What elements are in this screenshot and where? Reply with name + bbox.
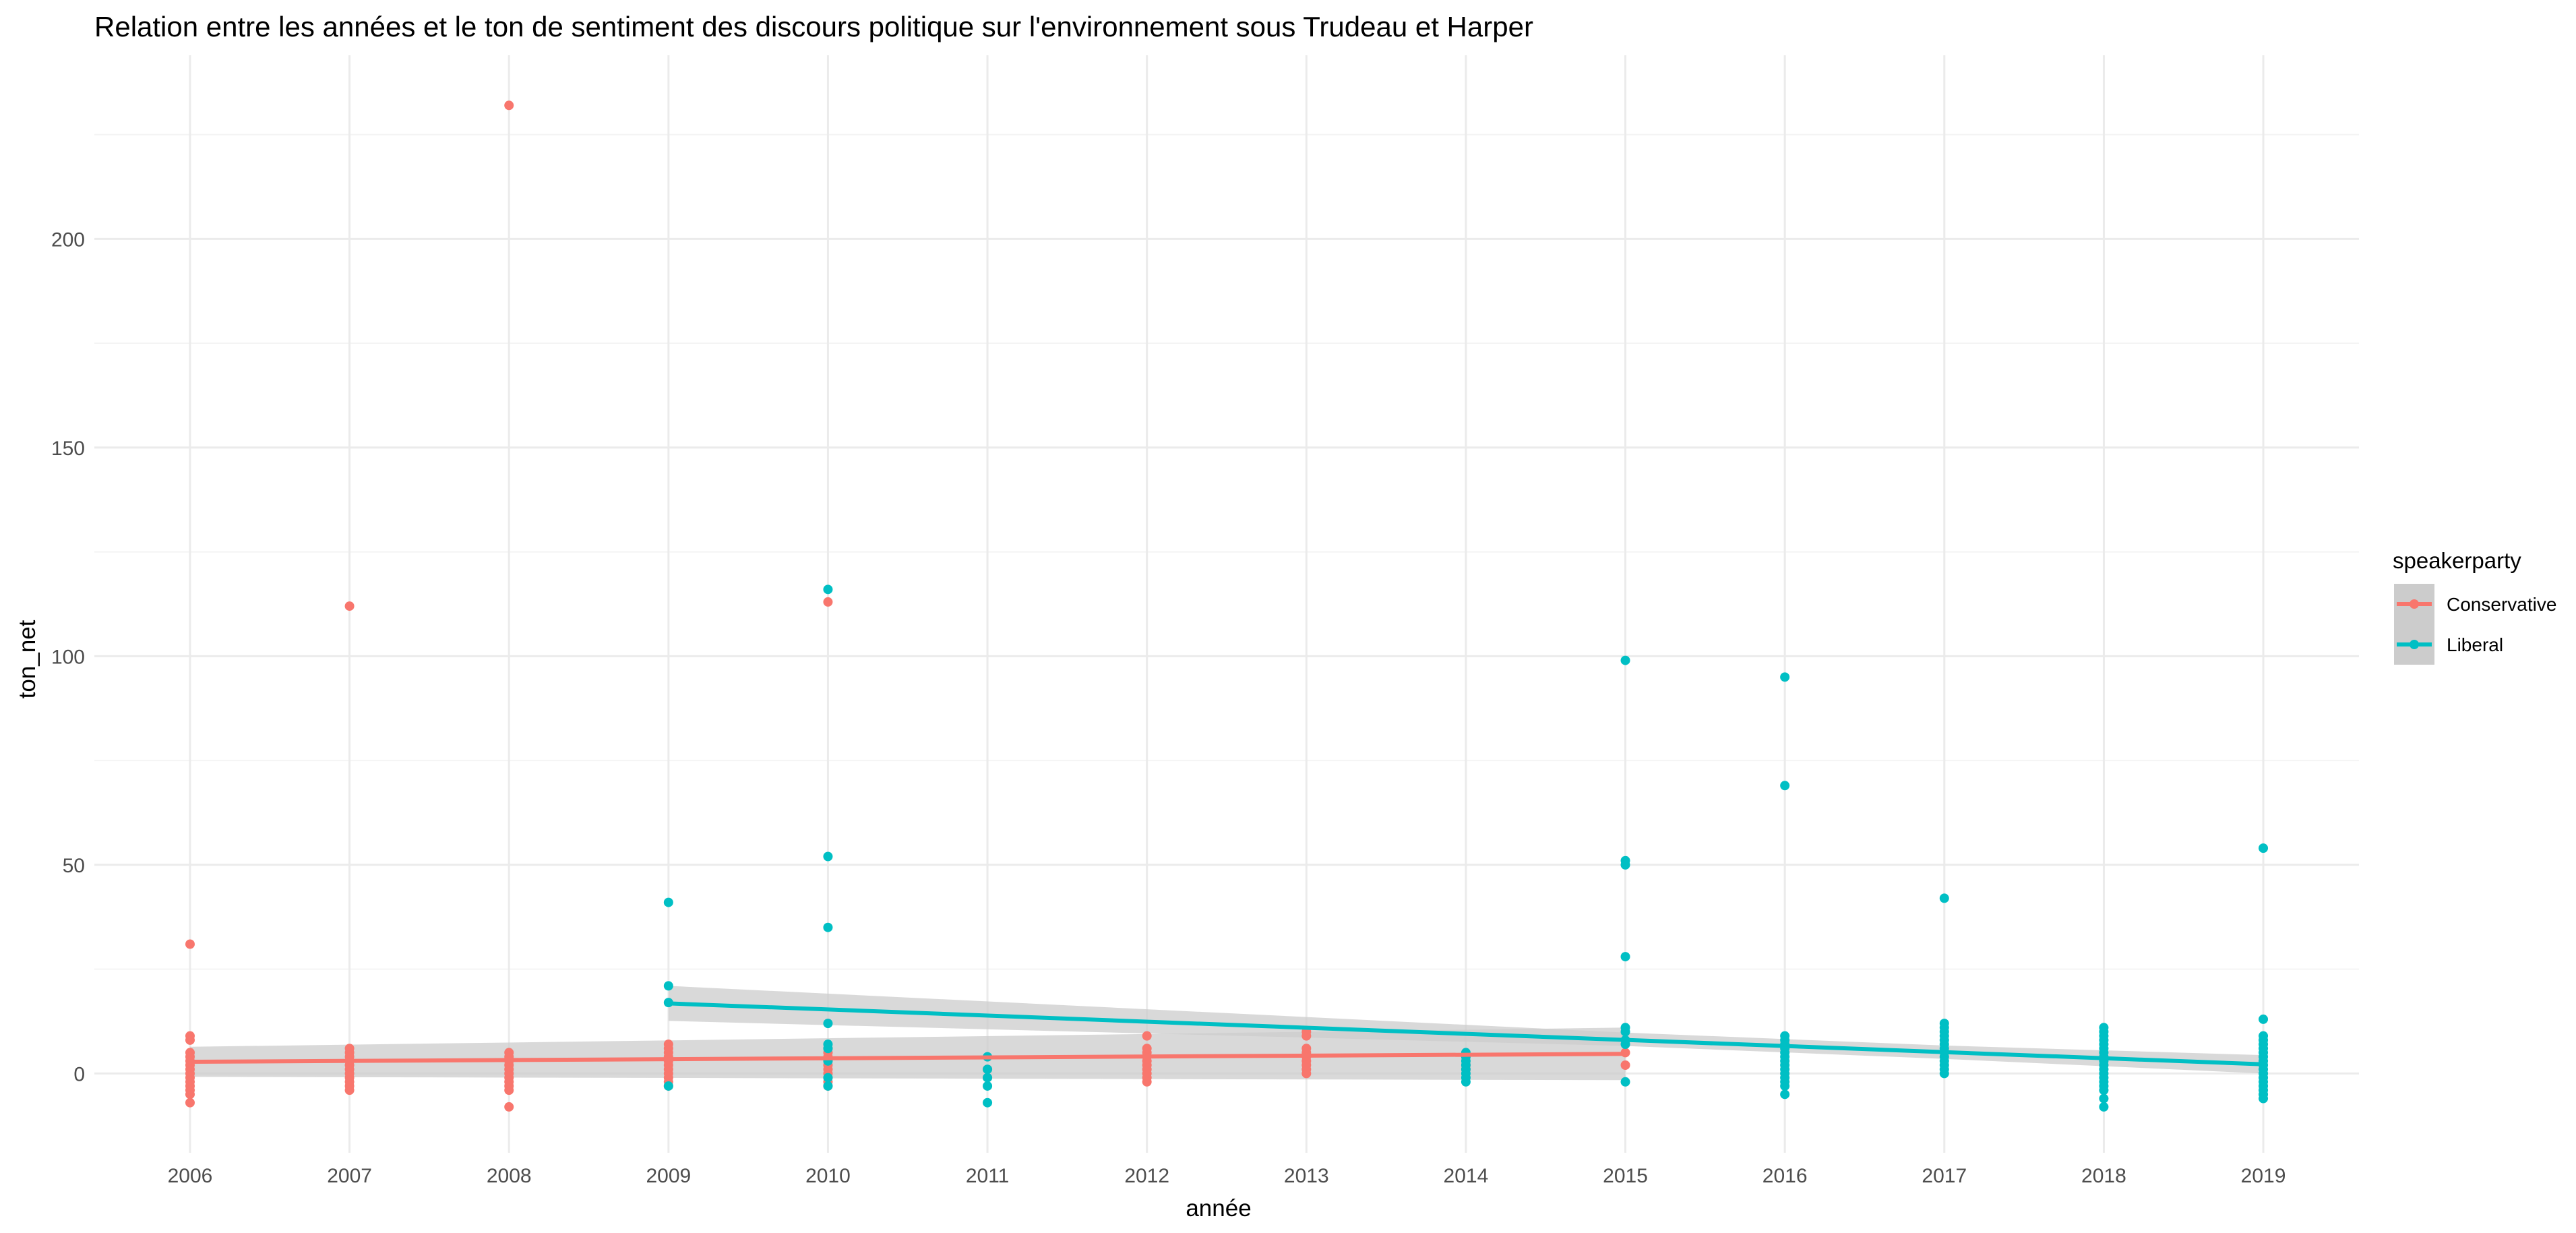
x-tick-label: 2017 [1922, 1165, 1967, 1187]
data-point-liberal [1780, 1089, 1790, 1100]
data-point-liberal [823, 851, 833, 862]
x-tick-label: 2013 [1284, 1165, 1329, 1187]
legend-title: speakerparty [2393, 548, 2521, 573]
data-point-conservative [185, 1035, 195, 1045]
confidence-band-liberal [668, 986, 2264, 1074]
data-point-liberal [2099, 1093, 2109, 1104]
data-point-conservative [1301, 1031, 1312, 1041]
x-tick-label: 2016 [1762, 1165, 1808, 1187]
legend-key-point [2410, 640, 2419, 649]
data-point-conservative [1142, 1077, 1152, 1087]
data-point-liberal [2259, 843, 2269, 853]
data-point-liberal [1939, 893, 1949, 903]
data-point-liberal [823, 1073, 833, 1083]
legend-label-liberal: Liberal [2447, 634, 2503, 655]
x-tick-label: 2008 [487, 1165, 532, 1187]
data-point-conservative [344, 601, 355, 611]
data-point-conservative [1620, 1060, 1630, 1071]
data-point-liberal [823, 1019, 833, 1029]
data-point-liberal [2099, 1102, 2109, 1112]
confidence-band-conservative [189, 1027, 1626, 1081]
x-tick-label: 2015 [1603, 1165, 1648, 1187]
data-point-liberal [983, 1064, 993, 1075]
data-point-liberal [663, 897, 673, 907]
trend-line-liberal [668, 1001, 2264, 1066]
data-point-liberal [1780, 1081, 1790, 1091]
data-point-conservative [1301, 1069, 1312, 1079]
data-point-liberal [823, 1081, 833, 1091]
data-point-liberal [1620, 1027, 1630, 1037]
axis-layer: 0 50 100 150 200 2006 2007 2008 2009 2010 2011 2012… [51, 229, 2286, 1187]
x-tick-label: 2012 [1124, 1165, 1169, 1187]
data-point-liberal [663, 981, 673, 991]
data-point-conservative [185, 1097, 195, 1108]
data-point-liberal [1620, 1077, 1630, 1087]
grid-layer [94, 55, 2359, 1153]
data-point-liberal [823, 1044, 833, 1054]
data-point-liberal [663, 1081, 673, 1091]
data-point-conservative [344, 1085, 355, 1095]
x-axis-title: année [1186, 1195, 1251, 1222]
y-axis-title: ton_net [14, 620, 40, 698]
confidence-band-layer [189, 986, 2264, 1081]
data-point-liberal [983, 1073, 993, 1083]
data-point-liberal [823, 922, 833, 932]
data-point-liberal [1461, 1077, 1471, 1087]
data-point-liberal [1620, 655, 1630, 665]
data-point-liberal [1620, 952, 1630, 962]
y-tick-label: 200 [51, 229, 85, 251]
x-tick-label: 2011 [966, 1165, 1010, 1187]
y-tick-label: 100 [51, 646, 85, 668]
x-tick-label: 2018 [2081, 1165, 2126, 1187]
data-point-conservative [504, 1085, 514, 1095]
chart-title: Relation entre les années et le ton de s… [94, 11, 1533, 42]
x-tick-label: 2014 [1444, 1165, 1489, 1187]
y-tick-label: 0 [73, 1063, 85, 1085]
data-point-conservative [1142, 1031, 1152, 1041]
data-point-liberal [1620, 860, 1630, 870]
data-point-liberal [2259, 1014, 2269, 1024]
trend-line-layer [189, 1001, 2264, 1066]
data-point-liberal [823, 584, 833, 595]
point-layer [185, 100, 2269, 1112]
x-tick-label: 2009 [646, 1165, 691, 1187]
data-point-conservative [823, 597, 833, 607]
legend-label-conservative: Conservative [2447, 594, 2556, 615]
data-point-liberal [983, 1097, 993, 1108]
data-point-liberal [2099, 1085, 2109, 1095]
data-point-liberal [1780, 672, 1790, 682]
legend-key-point [2410, 599, 2419, 609]
data-point-conservative [504, 1102, 514, 1112]
x-tick-label: 2007 [327, 1165, 372, 1187]
data-point-liberal [983, 1081, 993, 1091]
data-point-conservative [185, 1089, 195, 1100]
x-tick-label: 2019 [2241, 1165, 2286, 1187]
data-point-conservative [185, 939, 195, 949]
legend: speakerparty Conservative Liberal [2393, 548, 2556, 665]
trend-line-conservative [189, 1052, 1626, 1064]
data-point-liberal [1780, 781, 1790, 791]
data-point-liberal [1939, 1069, 1949, 1079]
x-tick-label: 2010 [805, 1165, 851, 1187]
data-point-conservative [504, 100, 514, 111]
y-tick-label: 50 [63, 855, 85, 877]
y-tick-label: 150 [51, 438, 85, 460]
x-tick-label: 2006 [168, 1165, 213, 1187]
data-point-liberal [2259, 1093, 2269, 1104]
